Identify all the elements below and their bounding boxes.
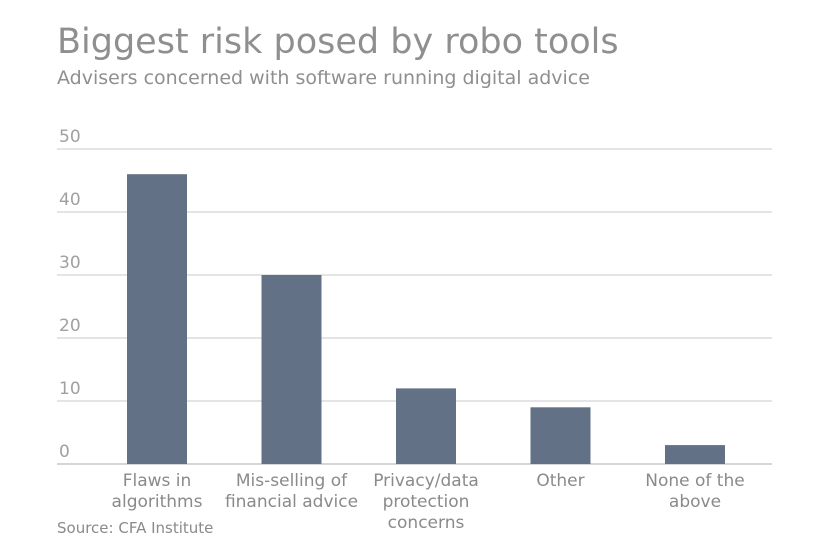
x-category-label-line: Mis-selling of (236, 471, 348, 491)
y-tick-label: 50 (59, 127, 81, 147)
x-category-label-line: above (669, 492, 721, 512)
x-category-label: None of the above (645, 471, 744, 512)
bar (127, 174, 187, 464)
x-category-label: Mis-selling of financial advice (225, 471, 358, 512)
bar (261, 275, 322, 464)
bars (127, 174, 725, 464)
x-category-label-line: financial advice (225, 492, 358, 512)
y-tick-label: 20 (59, 316, 81, 336)
source-note: Source: CFA Institute (57, 519, 214, 537)
x-category-label: Flaws in algorithms (112, 471, 203, 512)
chart-subtitle: Advisers concerned with software running… (57, 67, 590, 89)
x-category-label: Other (536, 471, 584, 491)
x-category-label-line: Privacy/data (373, 471, 479, 491)
x-category-label-line: Flaws in (123, 471, 192, 491)
x-category-label-line: None of the (645, 471, 744, 491)
y-tick-label: 10 (59, 379, 81, 399)
y-tick-label: 0 (59, 442, 70, 462)
x-category-label-line: concerns (388, 513, 465, 533)
chart-title: Biggest risk posed by robo tools (57, 22, 619, 62)
bar (396, 388, 456, 464)
y-axis-ticks: 0 10 20 30 40 50 (59, 127, 81, 462)
x-category-label-line: Other (536, 471, 584, 491)
y-tick-label: 30 (59, 253, 81, 273)
bar (530, 407, 591, 464)
bar (665, 445, 725, 464)
x-category-label: Privacy/data protection concerns (373, 471, 479, 533)
x-category-label-line: protection (383, 492, 470, 512)
y-tick-label: 40 (59, 190, 81, 210)
x-category-label-line: algorithms (112, 492, 203, 512)
x-axis-labels: Flaws in algorithms Mis-selling of financia… (112, 471, 745, 533)
